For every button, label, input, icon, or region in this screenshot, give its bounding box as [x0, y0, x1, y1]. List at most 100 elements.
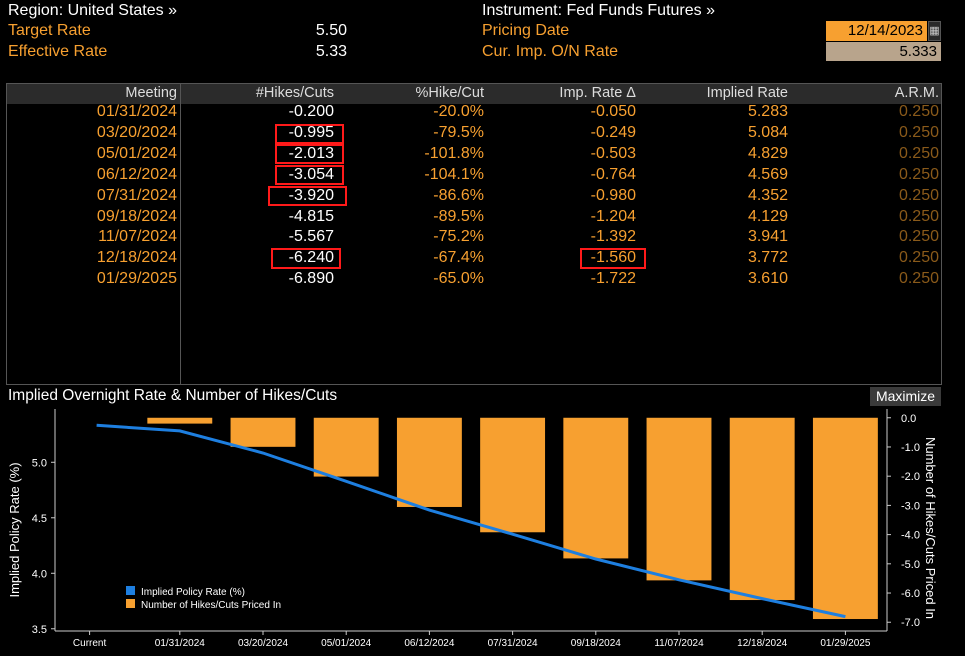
implied-rate-cell: 4.129: [747, 207, 788, 225]
hikes-bar: [812, 417, 878, 620]
pct-cell: -86.6%: [433, 186, 484, 204]
legend-label-hikes: Number of Hikes/Cuts Priced In: [141, 600, 281, 611]
highlight-box: [275, 144, 344, 164]
table-row[interactable]: 12/18/2024 -6.240 -67.4% -1.560 3.772 0.250: [7, 249, 941, 270]
imp-rate-delta-cell: -0.764: [590, 165, 636, 183]
highlight-box: [275, 165, 344, 185]
implied-rate-cell: 4.569: [747, 165, 788, 183]
hikes-bar: [480, 417, 546, 533]
right-tick-label: -6.0: [901, 588, 920, 600]
pct-cell: -65.0%: [433, 270, 484, 288]
table-header: Meeting #Hikes/Cuts %Hike/Cut Imp. Rate …: [7, 84, 941, 104]
right-tick-label: -2.0: [901, 471, 920, 483]
instrument-selector[interactable]: Instrument: Fed Funds Futures »: [482, 2, 715, 19]
hikes-bar: [563, 417, 629, 559]
imp-rate-delta-cell: -0.980: [590, 186, 636, 204]
hikes-cell: -2.013: [288, 144, 334, 162]
table-row[interactable]: 06/12/2024 -3.054 -104.1% -0.764 4.569 0.250: [7, 166, 941, 187]
implied-rate-cell: 3.772: [747, 249, 788, 267]
effective-rate-label: Effective Rate: [8, 43, 108, 60]
left-tick-label: 4.5: [32, 513, 47, 525]
arm-cell: 0.250: [898, 123, 939, 141]
x-tick-label: 09/18/2024: [571, 638, 621, 649]
col-hikes-cuts[interactable]: #Hikes/Cuts: [255, 85, 334, 101]
rate-chart: 5.0 4.5 4.0 3.5 0.0 -1.0 -2.0 -3.0 -4.0 -5.0 -6.0 -…: [7, 409, 938, 649]
hikes-bar: [230, 417, 296, 447]
col-implied-rate[interactable]: Implied Rate: [706, 85, 788, 101]
imp-rate-delta-cell: -1.204: [590, 207, 636, 225]
arm-cell: 0.250: [898, 207, 939, 225]
table-row[interactable]: 03/20/2024 -0.995 -79.5% -0.249 5.084 0.250: [7, 124, 941, 145]
cur-imp-rate-label: Cur. Imp. O/N Rate: [482, 43, 619, 60]
column-divider: [180, 84, 181, 384]
legend-swatch-rate: [126, 586, 135, 595]
implied-rate-cell: 4.352: [747, 186, 788, 204]
col-arm[interactable]: A.R.M.: [894, 85, 939, 101]
chart-title: Implied Overnight Rate & Number of Hikes…: [8, 387, 338, 404]
x-tick-label: 11/07/2024: [654, 638, 704, 649]
highlight-box: [580, 248, 646, 269]
calendar-icon[interactable]: ▦: [928, 21, 941, 41]
meeting-cell: 12/18/2024: [96, 249, 177, 267]
hikes-bar: [396, 417, 462, 507]
right-tick-label: -4.0: [901, 530, 920, 542]
x-tick-label: 01/29/2025: [820, 638, 870, 649]
hikes-cell: -0.200: [288, 103, 334, 120]
hikes-cell: -3.054: [288, 165, 334, 183]
highlight-box: [268, 186, 347, 206]
table-row[interactable]: 07/31/2024 -3.920 -86.6% -0.980 4.352 0.250: [7, 187, 941, 208]
imp-rate-delta-cell: -0.249: [590, 123, 636, 141]
x-tick-label: 07/31/2024: [488, 638, 538, 649]
arm-cell: 0.250: [898, 249, 939, 267]
table-row[interactable]: 09/18/2024 -4.815 -89.5% -1.204 4.129 0.250: [7, 208, 941, 229]
table-row[interactable]: 01/29/2025 -6.890 -65.0% -1.722 3.610 0.250: [7, 270, 941, 291]
imp-rate-delta-cell: -0.050: [590, 103, 636, 120]
left-tick-label: 5.0: [32, 457, 47, 469]
pct-cell: -89.5%: [433, 207, 484, 225]
col-pct-hike-cut[interactable]: %Hike/Cut: [415, 85, 485, 101]
pct-cell: -79.5%: [433, 123, 484, 141]
pct-cell: -67.4%: [433, 249, 484, 267]
cur-imp-rate-value[interactable]: 5.333: [826, 42, 941, 61]
maximize-button[interactable]: Maximize: [870, 387, 941, 406]
meeting-cell: 01/29/2025: [96, 270, 177, 288]
left-axis-title: Implied Policy Rate (%): [7, 462, 22, 597]
implied-rate-cell: 3.610: [747, 270, 788, 288]
col-imp-rate-delta[interactable]: Imp. Rate Δ: [559, 85, 636, 101]
region-selector[interactable]: Region: United States »: [8, 2, 177, 19]
meetings-table: Meeting #Hikes/Cuts %Hike/Cut Imp. Rate …: [6, 83, 942, 385]
right-axis-title: Number of Hikes/Cuts Priced In: [923, 437, 938, 619]
hikes-cell: -6.890: [288, 270, 334, 288]
table-row[interactable]: 05/01/2024 -2.013 -101.8% -0.503 4.829 0.250: [7, 145, 941, 166]
table-row[interactable]: 11/07/2024 -5.567 -75.2% -1.392 3.941 0.250: [7, 228, 941, 249]
meeting-cell: 05/01/2024: [96, 144, 177, 162]
arm-cell: 0.250: [898, 228, 939, 246]
implied-rate-cell: 4.829: [747, 144, 788, 162]
arm-cell: 0.250: [898, 270, 939, 288]
right-tick-label: 0.0: [901, 413, 916, 425]
pricing-date-input[interactable]: 12/14/2023: [826, 21, 927, 41]
meeting-cell: 11/07/2024: [98, 228, 177, 246]
x-tick-label: 12/18/2024: [737, 638, 787, 649]
right-tick-label: -1.0: [901, 442, 920, 454]
pct-cell: -101.8%: [424, 144, 484, 162]
meeting-cell: 01/31/2024: [96, 103, 177, 120]
imp-rate-delta-cell: -1.392: [590, 228, 636, 246]
table-row[interactable]: 01/31/2024 -0.200 -20.0% -0.050 5.283 0.250: [7, 103, 941, 124]
arm-cell: 0.250: [898, 103, 939, 120]
hikes-bar: [313, 417, 379, 477]
pct-cell: -75.2%: [433, 228, 484, 246]
hikes-cell: -6.240: [288, 249, 334, 267]
right-tick-label: -3.0: [901, 500, 920, 512]
pct-cell: -20.0%: [433, 103, 484, 120]
pricing-date-label: Pricing Date: [482, 22, 570, 39]
implied-rate-cell: 3.941: [747, 228, 788, 246]
target-rate-label: Target Rate: [8, 22, 91, 39]
x-tick-label: 06/12/2024: [404, 638, 454, 649]
col-meeting[interactable]: Meeting: [125, 85, 177, 101]
imp-rate-delta-cell: -0.503: [590, 144, 636, 162]
legend-label-rate: Implied Policy Rate (%): [141, 587, 245, 598]
hikes-bar: [646, 417, 712, 581]
pct-cell: -104.1%: [424, 165, 484, 183]
x-tick-label: 03/20/2024: [238, 638, 288, 649]
